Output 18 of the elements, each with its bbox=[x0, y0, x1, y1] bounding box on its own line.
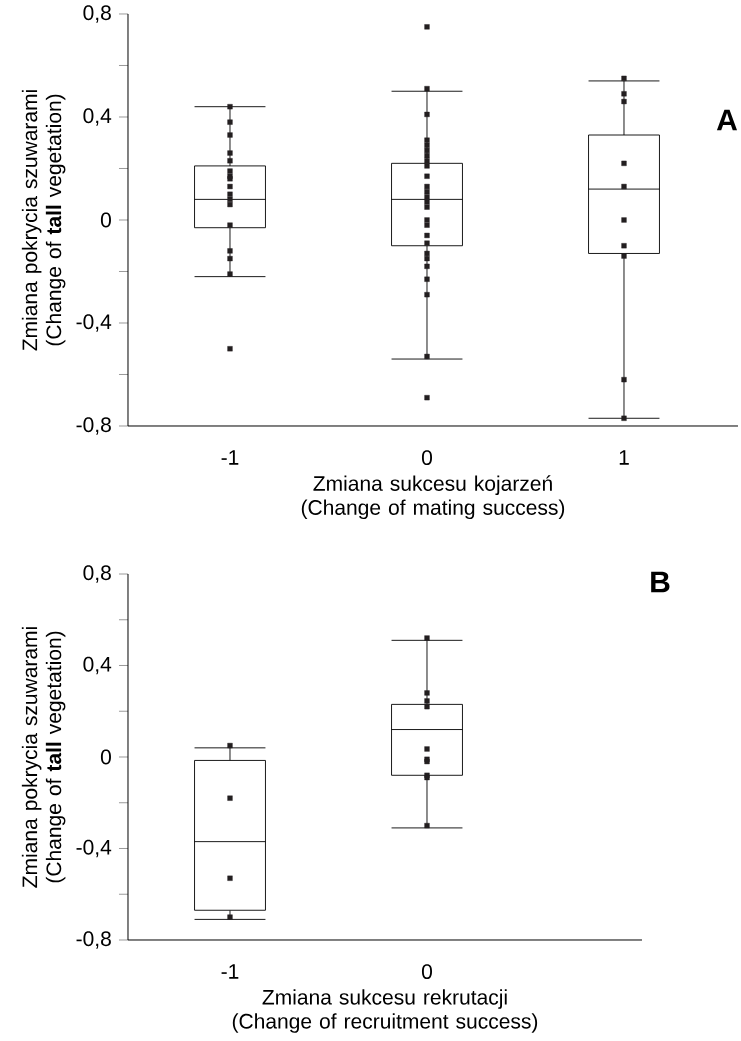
y-tick-label: 0,8 bbox=[83, 5, 111, 23]
text: A bbox=[716, 109, 738, 131]
x-axis-title: Zmiana sukcesu kojarzeń (Change of mating success) bbox=[301, 475, 565, 520]
y-tick-label: 0 bbox=[100, 212, 111, 228]
x-tick-label: -1 bbox=[221, 450, 239, 465]
y-tick-label: -0,8 bbox=[76, 417, 111, 435]
x-tick-label: -1 bbox=[221, 964, 239, 979]
y-tick-label: 0 bbox=[100, 749, 111, 765]
y-tick-label: 0,4 bbox=[83, 108, 112, 126]
y-tick-label: -0,4 bbox=[76, 314, 112, 332]
x-axis-title: Zmiana sukcesu rekrutacji (Change of recruitment success) bbox=[232, 989, 538, 1033]
y-tick-label: -0,8 bbox=[76, 931, 111, 949]
y-tick-label: 0,4 bbox=[83, 656, 112, 675]
x-tick-label: 0 bbox=[421, 450, 433, 466]
y-tick-label: -0,4 bbox=[76, 839, 112, 858]
chart-title: B bbox=[651, 571, 670, 593]
y-tick-label: 0,8 bbox=[83, 565, 111, 583]
x-tick-label: 1 bbox=[619, 450, 629, 465]
